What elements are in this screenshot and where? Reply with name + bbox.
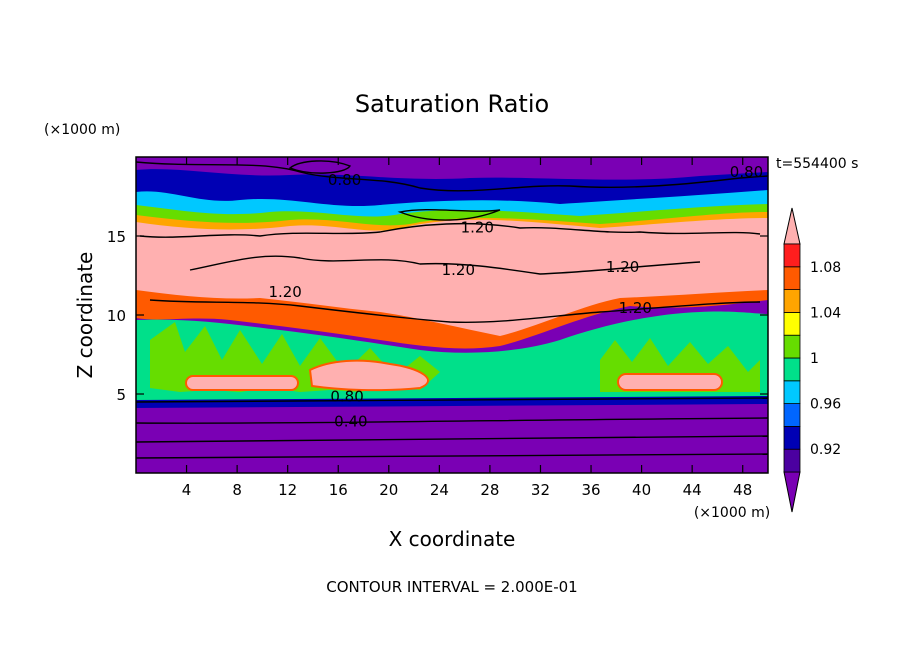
plot-area <box>136 157 768 473</box>
x-tick-label: 8 <box>232 481 242 499</box>
chart-title: Saturation Ratio <box>355 90 549 118</box>
contour-label: 1.20 <box>461 218 494 236</box>
y-axis-label: Z coordinate <box>73 252 97 379</box>
y-unit-label: (×1000 m) <box>44 122 120 138</box>
colorbar-segment <box>783 266 801 290</box>
contour-label: 0.80 <box>330 387 363 405</box>
x-tick-label: 40 <box>632 481 651 499</box>
x-tick-label: 16 <box>329 481 348 499</box>
colorbar: 0.92 0.96 1 1.04 1.08 <box>783 207 841 513</box>
contour-label: 0.40 <box>334 413 367 431</box>
colorbar-segment <box>783 243 801 268</box>
contour-lines <box>136 160 768 459</box>
x-tick-label: 20 <box>379 481 398 499</box>
x-tick-label: 4 <box>182 481 192 499</box>
y-tick-label: 10 <box>107 307 126 325</box>
colorbar-segment <box>783 425 801 450</box>
y-tick-label: 15 <box>107 228 126 246</box>
x-tick-label: 32 <box>531 481 550 499</box>
y-tick-label: 5 <box>116 386 126 404</box>
x-tick-label: 24 <box>430 481 449 499</box>
cloud-pocket-left <box>185 375 299 391</box>
colorbar-segment <box>783 448 801 473</box>
x-axis-label: X coordinate <box>389 527 516 551</box>
x-tick-label: 44 <box>683 481 702 499</box>
colorbar-tick-label: 1.04 <box>810 305 841 321</box>
cloud-pocket-right <box>617 373 723 391</box>
colorbar-tick-label: 0.92 <box>810 442 841 458</box>
cloud-pocket-middle <box>308 359 429 392</box>
contour-label: 0.80 <box>328 171 361 189</box>
colorbar-segment <box>783 311 801 336</box>
colorbar-segment <box>783 357 801 382</box>
colorbar-segment <box>783 403 801 427</box>
x-tick-label: 12 <box>278 481 297 499</box>
colorbar-tick-label: 0.96 <box>810 397 841 413</box>
contour-label: 1.20 <box>619 299 652 317</box>
colorbar-tick-label: 1.08 <box>810 260 841 276</box>
contour-labels: 0.80 0.80 1.20 1.20 1.20 1.20 1.20 0.80 0.40 <box>268 163 763 431</box>
x-tick-label: 48 <box>733 481 752 499</box>
colorbar-segment <box>783 289 801 313</box>
colorbar-min-triangle <box>783 471 801 513</box>
x-tick-label: 28 <box>480 481 499 499</box>
lower-red-band <box>136 290 768 349</box>
colorbar-segment <box>783 334 801 359</box>
time-label: t=554400 s <box>776 156 858 172</box>
contour-label: 1.20 <box>606 258 639 276</box>
contour-interval-note: CONTOUR INTERVAL = 2.000E-01 <box>326 578 577 596</box>
colorbar-segment <box>783 380 801 404</box>
contour-label: 1.20 <box>442 261 475 279</box>
x-unit-label: (×1000 m) <box>694 505 770 521</box>
x-axis: 4 8 12 16 20 24 28 32 36 40 44 48 <box>182 157 752 499</box>
contour-label: 1.20 <box>268 283 301 301</box>
x-tick-label: 36 <box>581 481 600 499</box>
colorbar-max-triangle <box>783 207 801 245</box>
colorbar-tick-label: 1 <box>810 351 819 367</box>
contour-label: 0.80 <box>730 163 763 181</box>
y-axis: 5 10 15 <box>107 228 768 404</box>
